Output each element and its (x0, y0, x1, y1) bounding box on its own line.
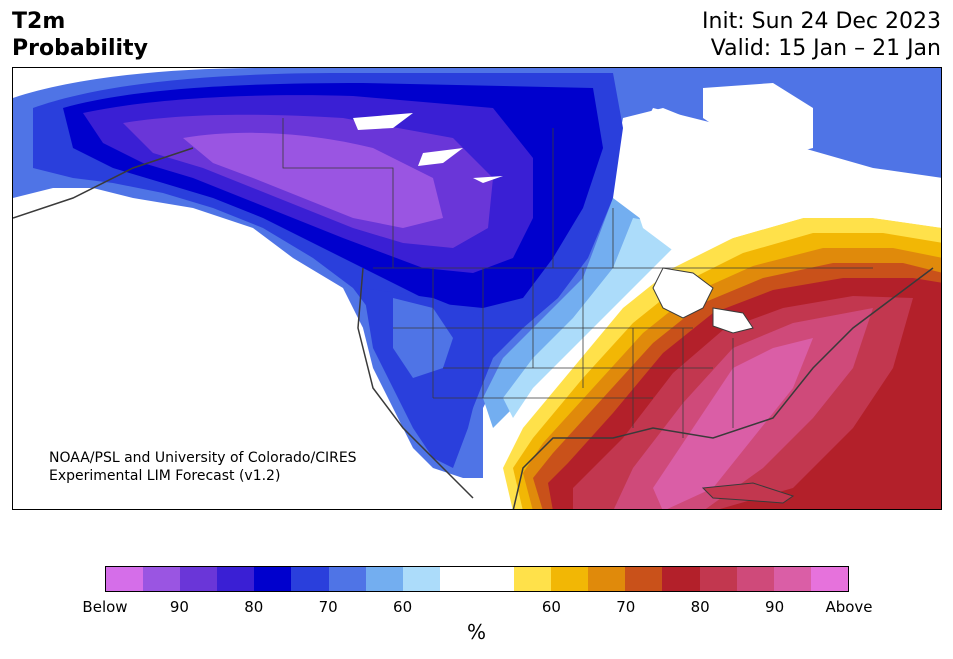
coastline (13, 147, 934, 509)
hudson-bay (703, 83, 813, 158)
colorbar-swatch (143, 567, 181, 591)
forecast-map (12, 67, 942, 510)
colorbar-tick-label: 60 (393, 598, 413, 616)
map-title: T2m Probability (12, 8, 148, 62)
southwest-cold-inner (393, 298, 453, 378)
title-variable: T2m (12, 9, 66, 34)
cold-95-region (183, 132, 443, 228)
colorbar-swatch (217, 567, 255, 591)
cuba (701, 482, 795, 504)
colorbar-swatch (773, 567, 811, 591)
colorbar-tick-label: 60 (541, 598, 561, 616)
ocean-south (313, 448, 487, 509)
colorbar-tick-label: 70 (616, 598, 636, 616)
colorbar-swatch (699, 567, 737, 591)
colorbar-tick-label: 90 (765, 598, 785, 616)
neutral-zone-alaska (13, 208, 363, 509)
data-credit: NOAA/PSL and University of Colorado/CIRE… (49, 449, 357, 485)
map-canvas (13, 68, 941, 509)
neutral-zone-north (623, 108, 941, 258)
init-date: Init: Sun 24 Dec 2023 (702, 9, 941, 34)
probability-colorbar (105, 566, 849, 592)
colorbar-swatch (662, 567, 700, 591)
colorbar-swatch (476, 567, 515, 591)
title-quantity: Probability (12, 36, 148, 61)
colorbar-swatch (106, 567, 144, 591)
colorbar-tick-label: Below (82, 598, 128, 616)
colorbar-tick-label: 80 (690, 598, 710, 616)
colorbar-unit-label: % (466, 620, 486, 644)
colorbar-swatch (588, 567, 626, 591)
northern-lakes (353, 113, 503, 183)
forecast-dates: Init: Sun 24 Dec 2023 Valid: 15 Jan – 21… (702, 8, 941, 62)
colorbar-swatch (439, 567, 477, 591)
political-borders (282, 118, 873, 438)
valid-range: Valid: 15 Jan – 21 Jan (710, 36, 941, 61)
colorbar-swatch (365, 567, 403, 591)
colorbar-swatch (736, 567, 774, 591)
colorbar-swatch (254, 567, 292, 591)
colorbar-tick-label: 80 (244, 598, 264, 616)
colorbar-swatch (180, 567, 218, 591)
colorbar-tick-labels: Below 90 80 70 60 60 70 80 90 Above (82, 598, 872, 620)
great-lakes (652, 267, 754, 334)
colorbar-swatch (402, 567, 440, 591)
colorbar-swatch (625, 567, 663, 591)
colorbar-tick-label: 90 (169, 598, 189, 616)
colorbar-swatch (514, 567, 552, 591)
colorbar-swatch (328, 567, 366, 591)
colorbar-tick-label: Above (825, 598, 873, 616)
colorbar-swatch (551, 567, 589, 591)
colorbar-swatch (291, 567, 329, 591)
colorbar-swatch (810, 567, 848, 591)
colorbar-tick-label: 70 (318, 598, 338, 616)
credit-line-2: Experimental LIM Forecast (v1.2) (49, 468, 281, 484)
credit-line-1: NOAA/PSL and University of Colorado/CIRE… (49, 450, 357, 466)
